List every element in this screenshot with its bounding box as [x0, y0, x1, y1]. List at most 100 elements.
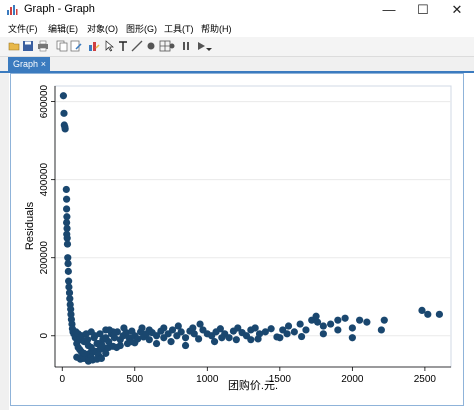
- menu-file[interactable]: 文件(F): [8, 24, 38, 34]
- scatter-point: [284, 322, 293, 330]
- menu-edit[interactable]: 编辑(E): [48, 24, 78, 34]
- y-axis-label: Residuals: [24, 201, 36, 250]
- scatter-point: [177, 328, 185, 336]
- scatter-point: [261, 328, 269, 336]
- pause-icon[interactable]: [180, 40, 192, 52]
- scatter-point: [64, 267, 72, 275]
- scatter-point: [168, 326, 177, 334]
- scatter-point: [145, 326, 153, 334]
- scatter-point: [348, 324, 356, 332]
- y-tick-label: 200000: [39, 241, 50, 275]
- scatter-point: [98, 341, 106, 350]
- scatter-point: [134, 335, 142, 343]
- scatter-point: [160, 324, 168, 332]
- scatter-point: [63, 195, 71, 203]
- y-tick-label: 0: [39, 333, 50, 339]
- x-tick-label: 2000: [341, 374, 364, 385]
- minimize-button[interactable]: —: [382, 2, 396, 17]
- scatter-point: [232, 336, 240, 344]
- x-tick-label: 1000: [196, 374, 219, 385]
- scatter-point: [334, 326, 342, 334]
- plot-region: [54, 85, 452, 368]
- open-icon[interactable]: [8, 40, 20, 52]
- scatter-point: [63, 205, 71, 213]
- save-icon[interactable]: [22, 40, 34, 52]
- add-text-icon[interactable]: [117, 40, 129, 52]
- side-strip: [0, 73, 9, 410]
- scatter-point: [348, 334, 356, 342]
- scatter-point: [424, 310, 432, 318]
- title-bar: Graph - Graph — ☐ ✕: [0, 0, 474, 20]
- play-icon[interactable]: [195, 40, 207, 52]
- menu-bar: 文件(F) 编辑(E) 对象(O) 图形(G) 工具(T) 帮助(H): [0, 20, 474, 37]
- pointer-icon[interactable]: [103, 40, 115, 52]
- scatter-point: [60, 109, 68, 117]
- scatter-point: [167, 338, 175, 346]
- scatter-point: [91, 332, 99, 340]
- scatter-point: [380, 316, 388, 324]
- scatter-point: [356, 316, 364, 324]
- tab-graph-label: Graph: [13, 59, 39, 69]
- scatter-point: [267, 325, 275, 333]
- toolbar: [0, 37, 474, 57]
- scatter-point: [377, 326, 385, 334]
- menu-graph[interactable]: 图形(G): [126, 24, 157, 34]
- tab-strip: Graph ×: [0, 57, 474, 73]
- close-window-button[interactable]: ✕: [451, 2, 463, 17]
- scatter-point: [63, 218, 71, 227]
- scatter-point: [145, 336, 153, 344]
- scatter-point: [64, 254, 72, 262]
- record-icon[interactable]: [166, 40, 178, 52]
- scatter-point: [218, 334, 226, 342]
- scatter-point: [312, 312, 320, 320]
- y-tick-label: 400000: [39, 163, 50, 197]
- scatter-point: [152, 332, 161, 340]
- scatter-point: [313, 318, 322, 326]
- x-tick-label: 500: [126, 374, 143, 385]
- play-dropdown-icon[interactable]: [205, 40, 213, 52]
- scatter-point: [418, 306, 426, 315]
- scatter-point: [363, 318, 371, 326]
- x-tick-label: 0: [59, 374, 65, 385]
- menu-help[interactable]: 帮助(H): [201, 24, 232, 34]
- scatter-point: [181, 334, 190, 342]
- tab-close-icon[interactable]: ×: [40, 59, 46, 69]
- scatter-point: [319, 322, 327, 330]
- stata-graph-icon: [7, 5, 18, 15]
- add-marker-icon[interactable]: [145, 40, 157, 52]
- scatter-point: [110, 334, 119, 342]
- scatter-point: [63, 234, 71, 242]
- scatter-point: [210, 338, 219, 346]
- scatter-point: [302, 326, 310, 334]
- scatter-point: [181, 341, 190, 350]
- scatter-point: [127, 338, 135, 346]
- print-icon[interactable]: [37, 40, 49, 52]
- scatter-point: [435, 310, 443, 318]
- scatter-point: [80, 349, 88, 357]
- scatter-point: [105, 326, 113, 334]
- start-editor-icon[interactable]: [88, 40, 100, 52]
- scatter-point: [66, 295, 74, 303]
- scatter-point: [296, 320, 304, 328]
- menu-tools[interactable]: 工具(T): [164, 24, 194, 34]
- graph-canvas: 0 200000 400000 600000 0 500 1000 1500 2000 2500 …: [10, 73, 464, 406]
- scatter-point: [225, 334, 233, 342]
- tab-graph[interactable]: Graph ×: [8, 57, 50, 71]
- scatter-point: [138, 324, 146, 332]
- x-tick-label: 1500: [269, 374, 292, 385]
- scatter-point: [234, 324, 242, 332]
- scatter-point: [65, 289, 74, 297]
- scatter-point: [84, 336, 92, 344]
- maximize-button[interactable]: ☐: [417, 2, 429, 17]
- scatter-point: [195, 335, 203, 343]
- menu-object[interactable]: 对象(O): [87, 24, 118, 34]
- grid-edit-icon[interactable]: [159, 40, 171, 52]
- rename-icon[interactable]: [70, 40, 82, 52]
- scatter-point: [61, 125, 69, 133]
- scatter-point: [190, 330, 198, 338]
- scatter-point: [334, 316, 342, 324]
- copy-icon[interactable]: [56, 40, 68, 52]
- scatter-point: [62, 185, 70, 194]
- add-line-icon[interactable]: [131, 40, 143, 52]
- scatter-point: [102, 349, 110, 357]
